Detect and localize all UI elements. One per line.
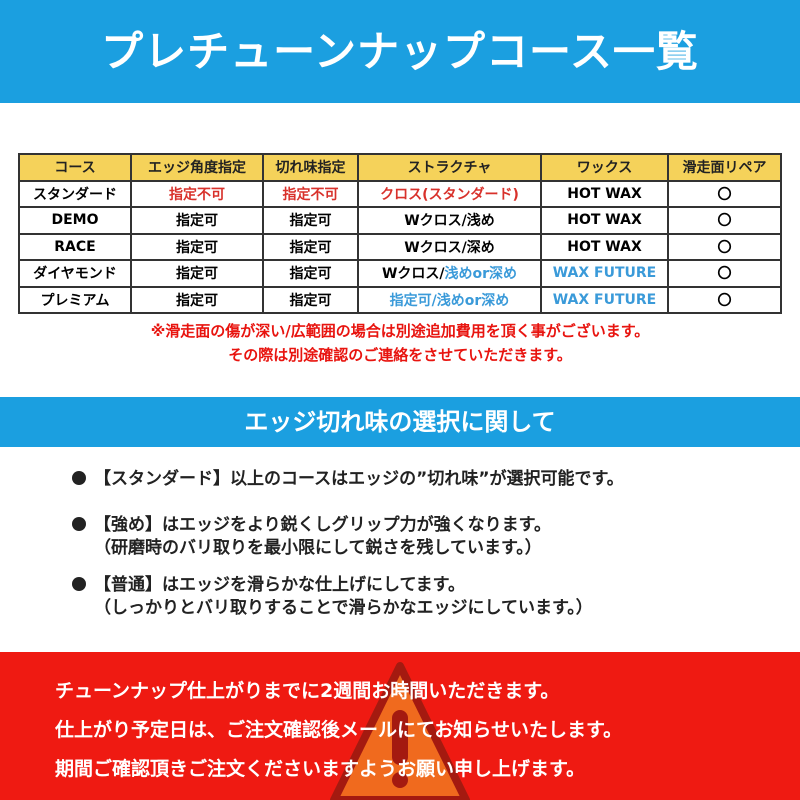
table-row: ダイヤモンド 指定可 指定可 Wクロス/浅めor深め WAX FUTURE 〇 bbox=[18, 259, 782, 288]
section-title: エッジ切れ味の選択に関して bbox=[0, 397, 800, 447]
col-header: 滑走面リペア bbox=[667, 153, 782, 182]
cell: 指定可 bbox=[130, 206, 264, 235]
page-title: プレチューンナップコース一覧 bbox=[0, 0, 800, 103]
cell: 指定可 bbox=[130, 259, 264, 288]
warning-line: チューンナップ仕上がりまでに2週間お時間いただきます。 bbox=[55, 680, 560, 702]
cell: Wクロス/浅め bbox=[357, 206, 542, 235]
bullet-item: 【スタンダード】以上のコースはエッジの”切れ味”が選択可能です。 bbox=[72, 468, 624, 491]
bullet-text: 【スタンダード】以上のコースはエッジの”切れ味”が選択可能です。 bbox=[94, 469, 624, 489]
bullet-icon bbox=[72, 517, 86, 531]
cell: HOT WAX bbox=[540, 232, 669, 261]
table-row: プレミアム 指定可 指定可 指定可/浅めor深め WAX FUTURE 〇 bbox=[18, 285, 782, 314]
cell: プレミアム bbox=[18, 285, 132, 314]
col-header: エッジ角度指定 bbox=[130, 153, 264, 182]
col-header: ストラクチャ bbox=[357, 153, 542, 182]
cell: 指定可/浅めor深め bbox=[357, 285, 542, 314]
bullet-item: 【強め】はエッジをより鋭くしグリップ力が強くなります。 （研磨時のバリ取りを最小… bbox=[72, 514, 551, 560]
bullet-text: 【強め】はエッジをより鋭くしグリップ力が強くなります。 bbox=[94, 515, 551, 535]
bullet-subtext: （しっかりとバリ取りすることで滑らかなエッジにしています。） bbox=[94, 598, 593, 618]
cell: 指定可 bbox=[130, 232, 264, 261]
col-header: コース bbox=[18, 153, 132, 182]
warning-line: 期間ご確認頂きご注文くださいますようお願い申し上げます。 bbox=[55, 758, 586, 780]
bullet-icon bbox=[72, 471, 86, 485]
table-row: スタンダード 指定不可 指定不可 クロス(スタンダード) HOT WAX 〇 bbox=[18, 179, 782, 208]
bullet-icon bbox=[72, 577, 86, 591]
table-row: RACE 指定可 指定可 Wクロス/深め HOT WAX 〇 bbox=[18, 232, 782, 261]
note-line: その際は別途確認のご連絡をさせていただきます。 bbox=[228, 346, 572, 364]
cell: WAX FUTURE bbox=[540, 285, 669, 314]
cell: 指定可 bbox=[262, 206, 359, 235]
cell: 〇 bbox=[667, 232, 782, 261]
cell: 指定可 bbox=[130, 285, 264, 314]
bullet-text: 【普通】はエッジを滑らかな仕上げにしてます。 bbox=[94, 575, 465, 595]
structure-depth-text: 浅めor深め bbox=[444, 266, 518, 283]
note-line: ※滑走面の傷が深い/広範囲の場合は別途追加費用を頂く事がございます。 bbox=[150, 322, 650, 340]
course-table: コース エッジ角度指定 切れ味指定 ストラクチャ ワックス 滑走面リペア スタン… bbox=[18, 153, 782, 314]
cell: Wクロス/浅めor深め bbox=[357, 259, 542, 288]
cell: スタンダード bbox=[18, 179, 132, 208]
cell: HOT WAX bbox=[540, 179, 669, 208]
col-header: ワックス bbox=[540, 153, 669, 182]
warning-icon bbox=[330, 662, 470, 800]
cell: WAX FUTURE bbox=[540, 259, 669, 288]
bullet-item: 【普通】はエッジを滑らかな仕上げにしてます。 （しっかりとバリ取りすることで滑ら… bbox=[72, 574, 593, 620]
col-header: 切れ味指定 bbox=[262, 153, 359, 182]
cell: 〇 bbox=[667, 285, 782, 314]
cell: 〇 bbox=[667, 179, 782, 208]
cell: クロス(スタンダード) bbox=[357, 179, 542, 208]
cell: RACE bbox=[18, 232, 132, 261]
cell: Wクロス/深め bbox=[357, 232, 542, 261]
cell: DEMO bbox=[18, 206, 132, 235]
cell: 指定可 bbox=[262, 232, 359, 261]
table-row: DEMO 指定可 指定可 Wクロス/浅め HOT WAX 〇 bbox=[18, 206, 782, 235]
cell: 〇 bbox=[667, 206, 782, 235]
cell: HOT WAX bbox=[540, 206, 669, 235]
cell: 指定不可 bbox=[130, 179, 264, 208]
warning-panel: チューンナップ仕上がりまでに2週間お時間いただきます。 仕上がり予定日は、ご注文… bbox=[0, 652, 800, 800]
table-header: コース エッジ角度指定 切れ味指定 ストラクチャ ワックス 滑走面リペア bbox=[18, 153, 782, 182]
cell: 指定不可 bbox=[262, 179, 359, 208]
cell: 〇 bbox=[667, 259, 782, 288]
bullet-subtext: （研磨時のバリ取りを最小限にして鋭さを残しています。） bbox=[94, 538, 542, 558]
cell: ダイヤモンド bbox=[18, 259, 132, 288]
warning-line: 仕上がり予定日は、ご注文確認後メールにてお知らせいたします。 bbox=[55, 719, 623, 741]
cell: 指定可 bbox=[262, 259, 359, 288]
cell: 指定可 bbox=[262, 285, 359, 314]
